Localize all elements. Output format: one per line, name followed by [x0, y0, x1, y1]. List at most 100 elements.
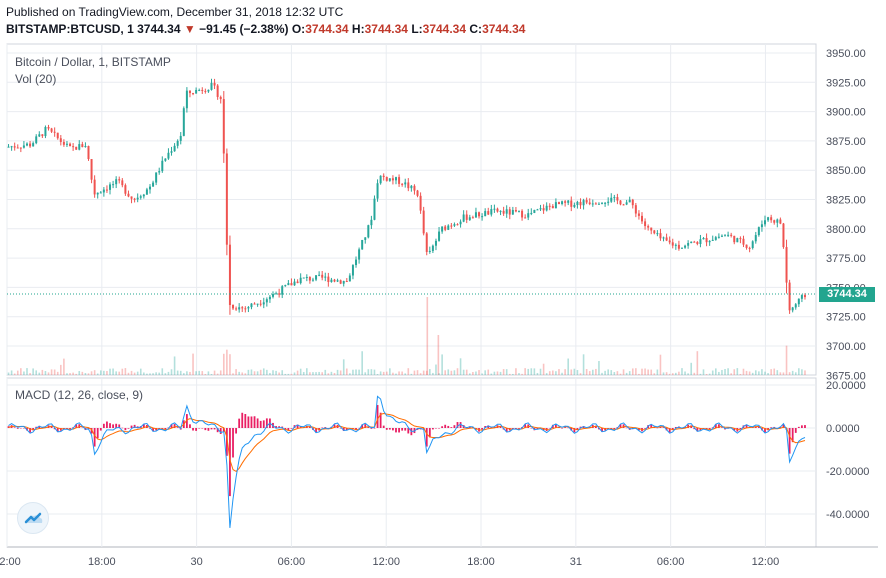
macd-histogram-bar	[804, 425, 806, 428]
candle-body	[779, 219, 782, 224]
macd-histogram-bar	[570, 428, 573, 431]
volume-bar	[143, 372, 145, 375]
volume-bar	[702, 369, 705, 375]
macd-histogram-bar	[96, 428, 99, 439]
candle-body	[109, 184, 112, 190]
candle-body	[730, 234, 733, 236]
volume-bar	[389, 368, 391, 375]
macd-histogram-bar	[121, 427, 124, 429]
macd-histogram-bar	[69, 428, 71, 429]
candle-body	[401, 183, 404, 185]
volume-bar	[429, 369, 431, 375]
volume-bar	[459, 358, 462, 375]
volume-bar	[647, 369, 649, 375]
macd-histogram-bar	[791, 428, 794, 443]
volume-bar	[622, 369, 625, 375]
volume-bars-group	[7, 297, 806, 375]
volume-bar	[739, 373, 742, 375]
macd-histogram-bar	[398, 428, 400, 433]
open-value: 3744.34	[305, 22, 349, 36]
volume-bar	[736, 368, 739, 375]
candle-body	[311, 279, 314, 281]
candle-body	[453, 224, 456, 226]
candle-body	[69, 143, 72, 147]
volume-bar	[352, 369, 354, 375]
volume-bar	[699, 373, 702, 375]
candle-body	[527, 213, 530, 218]
candle-body	[788, 282, 791, 311]
macd-histogram-bar	[109, 423, 111, 428]
volume-bar	[595, 368, 597, 375]
volume-bar	[149, 373, 151, 375]
volume-bar	[570, 369, 573, 375]
candle-body	[388, 178, 391, 181]
time-tick-label: 18:00	[88, 556, 116, 568]
macd-histogram-bar	[367, 426, 370, 428]
volume-bar	[133, 372, 136, 375]
macd-histogram-bar	[90, 428, 93, 434]
macd-histogram-bar	[705, 428, 708, 429]
volume-bar	[321, 372, 323, 375]
candle-body	[376, 183, 379, 199]
candle-body	[351, 265, 354, 276]
macd-histogram-bar	[229, 428, 231, 497]
volume-bar	[659, 354, 662, 375]
volume-bar	[687, 373, 689, 375]
price-tick-label: 3725.00	[826, 312, 866, 324]
candle-body	[56, 132, 59, 139]
candle-body	[444, 226, 447, 230]
close-label: C:	[469, 22, 483, 36]
candle-body	[508, 209, 511, 215]
volume-bar	[742, 368, 745, 375]
candle-body	[41, 134, 44, 137]
volume-bar	[44, 371, 47, 375]
price-tick-label: 3950.00	[826, 48, 866, 60]
candle-body	[13, 146, 16, 148]
volume-bar	[395, 373, 397, 375]
candle-body	[305, 277, 308, 279]
volume-bar	[794, 372, 797, 375]
volume-bar	[727, 368, 729, 375]
macd-histogram-bar	[388, 428, 391, 430]
macd-histogram-bar	[656, 427, 659, 429]
macd-histogram-bar	[638, 428, 640, 431]
volume-bar	[721, 369, 723, 375]
candle-body	[139, 196, 142, 198]
macd-histogram-bar	[23, 427, 25, 429]
candle-body	[225, 153, 228, 245]
candle-body	[342, 281, 345, 284]
macd-histogram-bar	[204, 428, 207, 431]
candle-body	[410, 185, 413, 189]
macd-histogram-bar	[192, 428, 194, 431]
candle-body	[625, 202, 628, 205]
tradingview-logo[interactable]	[17, 502, 49, 534]
candle-body	[182, 108, 185, 136]
candle-body	[594, 203, 597, 205]
volume-bar	[318, 371, 320, 375]
macd-histogram-bar	[216, 428, 219, 433]
candle-body	[490, 209, 493, 215]
candle-body	[256, 303, 259, 305]
candle-body	[121, 180, 124, 186]
volume-bar	[631, 368, 634, 375]
volume-bar	[210, 373, 213, 375]
volume-bar	[109, 368, 111, 375]
candle-body	[631, 199, 634, 206]
candle-body	[760, 224, 763, 228]
volume-bar	[767, 373, 769, 375]
candle-body	[591, 203, 594, 205]
candle-body	[644, 221, 647, 227]
high-label: H:	[351, 22, 365, 36]
volume-bar	[761, 369, 763, 375]
candle-body	[327, 276, 330, 283]
macd-histogram-bar	[511, 428, 514, 429]
candle-body	[471, 217, 474, 219]
volume-bar	[60, 364, 62, 375]
candle-body	[727, 234, 730, 236]
volume-bar	[656, 369, 659, 375]
macd-histogram-bar	[524, 424, 527, 428]
price-tick-label: 3675.00	[826, 370, 866, 382]
volume-bar	[29, 373, 31, 375]
volume-bar	[155, 372, 157, 375]
